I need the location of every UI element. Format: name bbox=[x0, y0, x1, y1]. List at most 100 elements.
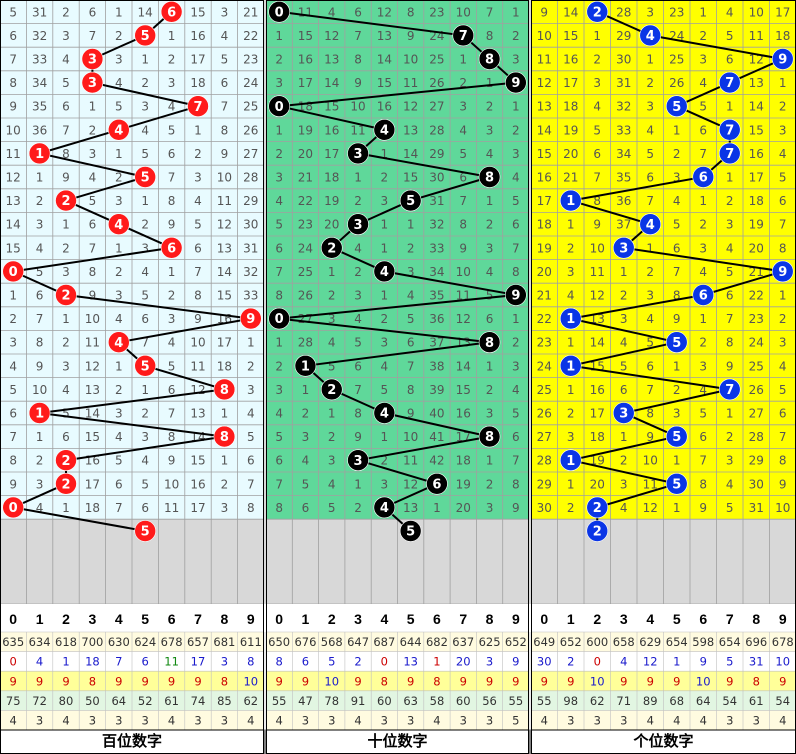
stat-value: 11 bbox=[164, 655, 179, 669]
winning-ball: 3 bbox=[347, 142, 369, 165]
cell-value: 28 bbox=[298, 336, 313, 350]
stat-value: 8 bbox=[247, 655, 254, 669]
cell-value: 6 bbox=[168, 383, 176, 397]
cell-value: 4 bbox=[168, 336, 176, 350]
cell-value: 5 bbox=[620, 359, 628, 373]
cell-value: 17 bbox=[190, 501, 205, 515]
winning-ball: 6 bbox=[692, 284, 715, 306]
cell-value: 7 bbox=[459, 194, 467, 208]
cell-value: 4 bbox=[512, 383, 520, 397]
cell-value: 2 bbox=[486, 218, 494, 232]
stat-value: 3 bbox=[726, 714, 733, 728]
winning-ball: 7 bbox=[187, 95, 209, 117]
cell-value: 29 bbox=[537, 477, 552, 491]
winning-ball: 6 bbox=[426, 472, 448, 495]
cell-value: 4 bbox=[620, 336, 628, 350]
cell-value: 3 bbox=[275, 76, 283, 90]
cell-value: 6 bbox=[646, 359, 654, 373]
cell-value: 11 bbox=[298, 5, 313, 19]
winning-ball: 2 bbox=[586, 1, 609, 23]
stat-value: 3 bbox=[594, 714, 601, 728]
cell-value: 2 bbox=[62, 5, 70, 19]
cell-value: 2 bbox=[620, 454, 628, 468]
cell-value: 20 bbox=[563, 147, 578, 161]
cell-value: 6 bbox=[646, 171, 654, 185]
stat-value: 80 bbox=[59, 694, 74, 708]
svg-text:0: 0 bbox=[275, 312, 284, 327]
cell-value: 4 bbox=[381, 359, 389, 373]
cell-value: 39 bbox=[429, 383, 444, 397]
cell-value: 8 bbox=[354, 53, 362, 67]
stat-value: 3 bbox=[328, 714, 335, 728]
cell-value: 1 bbox=[302, 383, 310, 397]
cell-value: 6 bbox=[89, 218, 97, 232]
cell-value: 9 bbox=[407, 29, 415, 43]
column-header: 3 bbox=[89, 611, 97, 627]
stat-value: 1 bbox=[673, 655, 680, 669]
cell-value: 20 bbox=[298, 147, 313, 161]
cell-value: 9 bbox=[168, 454, 176, 468]
cell-value: 19 bbox=[537, 241, 552, 255]
cell-value: 2 bbox=[567, 501, 575, 515]
winning-ball: 7 bbox=[718, 142, 741, 165]
column-header: 5 bbox=[141, 611, 149, 627]
cell-value: 11 bbox=[6, 147, 21, 161]
column-header: 2 bbox=[328, 611, 336, 627]
stat-value: 4 bbox=[354, 714, 361, 728]
cell-value: 23 bbox=[243, 53, 258, 67]
cell-value: 5 bbox=[221, 53, 229, 67]
cell-value: 3 bbox=[328, 312, 336, 326]
cell-value: 4 bbox=[221, 29, 229, 43]
stat-value: 9 bbox=[407, 674, 414, 688]
cell-value: 15 bbox=[403, 171, 418, 185]
cell-value: 1 bbox=[699, 194, 707, 208]
cell-value: 2 bbox=[141, 76, 149, 90]
stat-value: 5 bbox=[328, 655, 335, 669]
cell-value: 3 bbox=[302, 430, 310, 444]
cell-value: 21 bbox=[563, 171, 578, 185]
cell-value: 30 bbox=[243, 218, 258, 232]
stat-value: 62 bbox=[243, 694, 258, 708]
stat-value: 611 bbox=[240, 635, 262, 649]
cell-value: 4 bbox=[115, 312, 123, 326]
winning-ball: 1 bbox=[28, 402, 51, 424]
cell-value: 17 bbox=[563, 76, 578, 90]
cell-value: 2 bbox=[89, 123, 97, 137]
cell-value: 4 bbox=[459, 123, 467, 137]
cell-value: 3 bbox=[221, 5, 229, 19]
cell-value: 3 bbox=[115, 53, 123, 67]
stat-value: 50 bbox=[85, 694, 100, 708]
cell-value: 2 bbox=[381, 454, 389, 468]
stat-value: 3 bbox=[115, 714, 122, 728]
svg-text:5: 5 bbox=[141, 171, 150, 186]
stat-value: 9 bbox=[512, 655, 519, 669]
stat-value: 4 bbox=[168, 714, 175, 728]
cell-value: 7 bbox=[36, 312, 44, 326]
cell-value: 2 bbox=[407, 241, 415, 255]
svg-text:1: 1 bbox=[566, 454, 575, 469]
cell-value: 6 bbox=[194, 241, 202, 255]
winning-ball: 4 bbox=[108, 119, 130, 141]
winning-ball: 1 bbox=[559, 307, 582, 330]
cell-value: 6 bbox=[115, 477, 123, 491]
svg-text:3: 3 bbox=[619, 241, 628, 256]
winning-ball: 9 bbox=[240, 307, 262, 330]
cell-value: 7 bbox=[486, 5, 494, 19]
cell-value: 4 bbox=[62, 383, 70, 397]
cell-value: 3 bbox=[486, 501, 494, 515]
cell-value: 32 bbox=[616, 100, 631, 114]
cell-value: 7 bbox=[354, 383, 362, 397]
cell-value: 15 bbox=[749, 123, 764, 137]
svg-text:6: 6 bbox=[699, 171, 708, 186]
cell-value: 8 bbox=[407, 383, 415, 397]
cell-value: 37 bbox=[616, 218, 631, 232]
stat-value: 696 bbox=[745, 635, 767, 649]
cell-value: 1 bbox=[779, 289, 787, 303]
cell-value: 31 bbox=[616, 76, 631, 90]
cell-value: 10 bbox=[217, 171, 232, 185]
cell-value: 2 bbox=[115, 265, 123, 279]
cell-value: 18 bbox=[563, 100, 578, 114]
stat-value: 0 bbox=[594, 655, 601, 669]
stat-value: 31 bbox=[749, 655, 764, 669]
stat-value: 9 bbox=[541, 674, 548, 688]
